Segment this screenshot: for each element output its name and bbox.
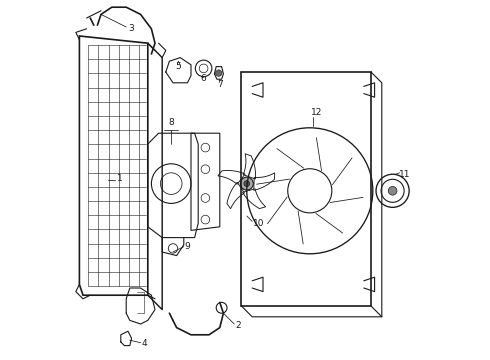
Text: 9: 9 (185, 242, 190, 251)
Text: 5: 5 (175, 62, 180, 71)
Circle shape (240, 177, 253, 190)
Text: 8: 8 (169, 118, 174, 127)
Text: 6: 6 (200, 74, 206, 83)
Circle shape (216, 70, 222, 76)
Text: 12: 12 (311, 108, 322, 117)
Text: 3: 3 (128, 24, 134, 33)
Circle shape (388, 186, 397, 195)
Circle shape (244, 181, 250, 186)
Text: 7: 7 (217, 81, 222, 90)
Text: 11: 11 (399, 170, 410, 179)
Text: 4: 4 (142, 339, 147, 348)
Text: 10: 10 (253, 220, 265, 229)
Text: 2: 2 (235, 321, 241, 330)
Text: 1: 1 (117, 174, 123, 183)
